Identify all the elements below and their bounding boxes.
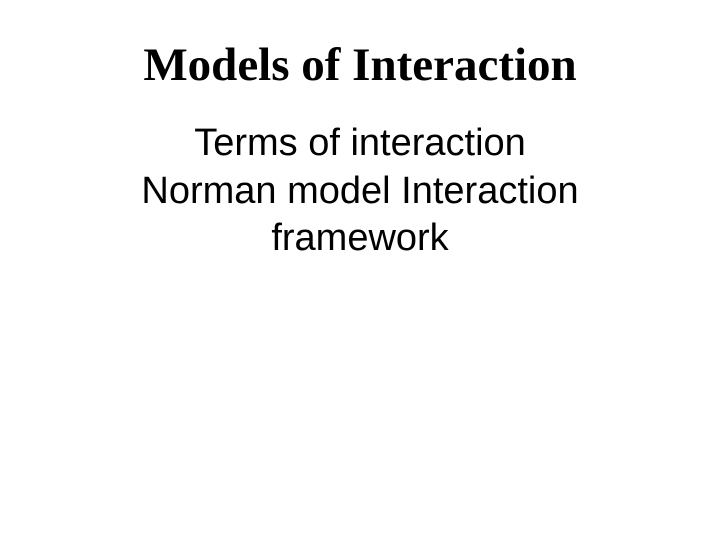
slide-title: Models of Interaction [0,38,720,92]
slide-body: Terms of interaction Norman model Intera… [0,120,720,263]
body-line-1: Terms of interaction [60,120,660,168]
body-line-2: Norman model Interaction [60,168,660,216]
body-line-3: framework [60,215,660,263]
slide-container: Models of Interaction Terms of interacti… [0,0,720,540]
